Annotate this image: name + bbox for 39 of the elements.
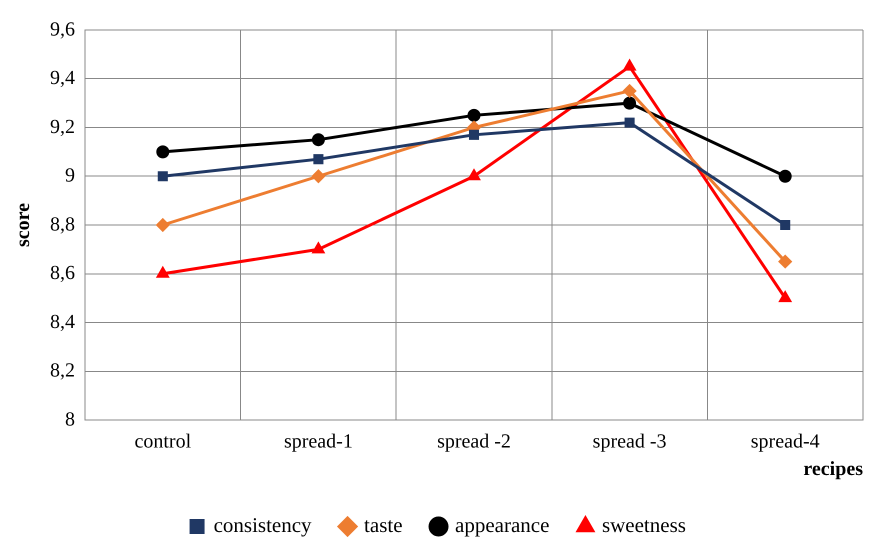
point — [778, 255, 792, 268]
y-tick-label: 8,6 — [50, 262, 75, 284]
x-tick-label: spread-1 — [284, 430, 353, 452]
y-tick-label: 9 — [65, 164, 75, 186]
point — [624, 118, 635, 128]
point — [623, 96, 636, 110]
point — [623, 84, 636, 98]
x-axis-title: recipes — [803, 458, 864, 480]
y-axis-title: score — [12, 202, 34, 248]
x-tick-label: spread-4 — [750, 430, 820, 452]
point — [468, 108, 480, 122]
y-tick-label: 8,2 — [50, 360, 75, 382]
point — [624, 60, 636, 71]
point — [313, 154, 324, 164]
point — [468, 170, 480, 180]
point — [779, 292, 792, 302]
legend-label: consistency — [214, 513, 312, 538]
legend-label: taste — [364, 513, 403, 538]
y-tick-label: 9,4 — [50, 67, 75, 89]
y-tick-label: 8,8 — [50, 213, 75, 236]
y-tick-label: 8 — [65, 408, 75, 430]
y-tick-label: 9,6 — [50, 18, 75, 40]
point — [156, 267, 169, 278]
legend-label: appearance — [455, 513, 550, 538]
point — [778, 170, 792, 183]
point — [156, 145, 170, 158]
x-tick-label: control — [134, 430, 192, 452]
legend-label: sweetness — [602, 513, 686, 538]
y-tick-label: 9,2 — [50, 116, 75, 138]
x-tick-label: spread -3 — [592, 430, 667, 452]
point — [312, 133, 325, 146]
y-tick-label: 8,4 — [50, 310, 75, 333]
point — [312, 170, 325, 183]
point — [158, 171, 168, 182]
point — [156, 218, 170, 232]
point — [780, 220, 790, 230]
point — [468, 130, 480, 140]
point — [312, 242, 324, 254]
x-tick-label: spread -2 — [437, 430, 511, 452]
